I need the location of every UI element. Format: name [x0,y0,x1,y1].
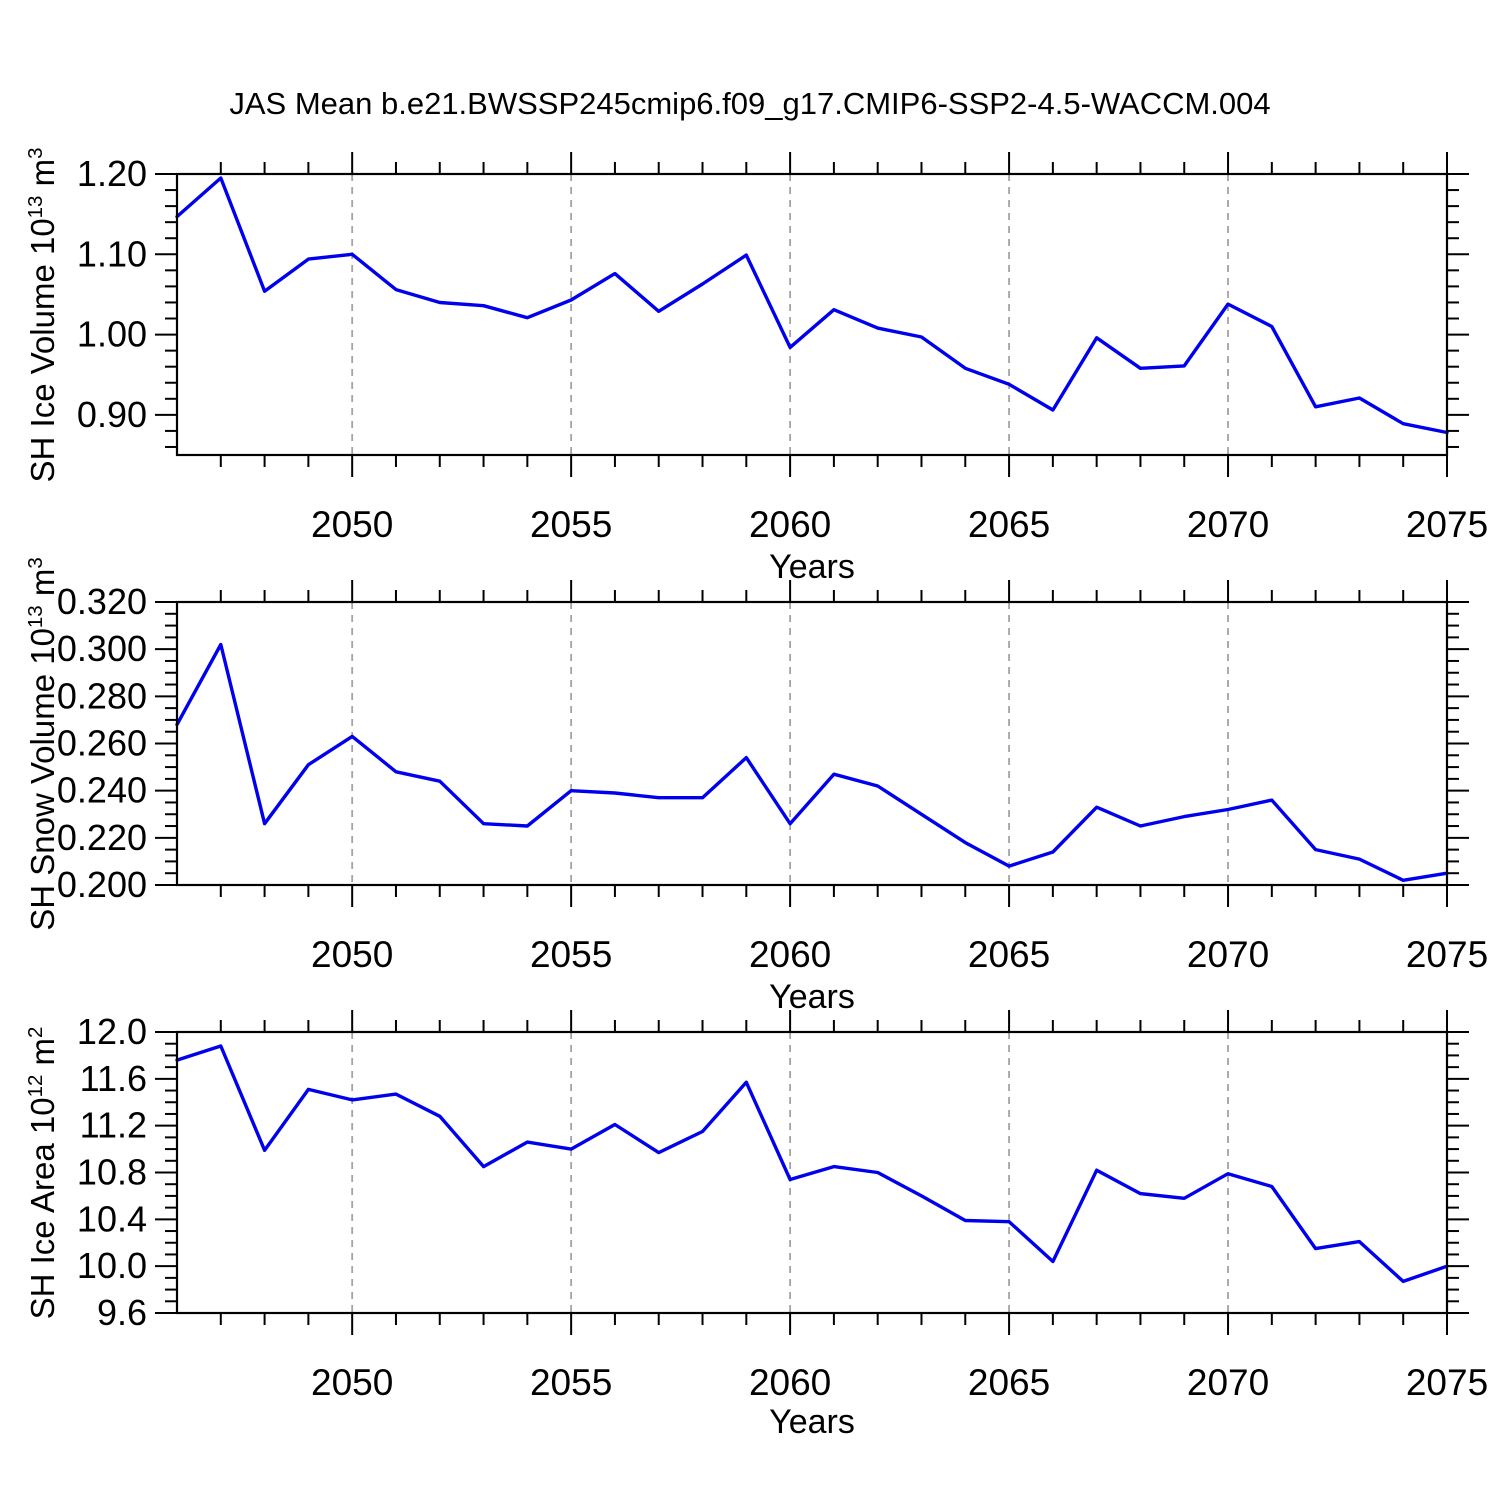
x-tick-label-2070: 2070 [1187,504,1269,545]
x-tick-label-2060: 2060 [749,1362,831,1403]
x-ticks [219,580,1448,907]
panel-sh-ice-volume: 1.20 1.10 1.00 0.90 2050 2055 2060 2065 2070 2075 [77,152,1488,545]
y-tick-label-0.240: 0.240 [57,770,147,811]
y-tick-label-10.8: 10.8 [77,1152,147,1193]
y-axis-title-exponent: 13 [24,195,47,219]
x-tick-label-2055: 2055 [530,934,612,975]
x-tick-label-2050: 2050 [311,504,393,545]
x-tick-label-2075: 2075 [1406,934,1488,975]
x-tick-label-2060: 2060 [749,934,831,975]
y-axis-title-exponent: 13 [24,605,47,629]
panel-sh-snow-volume: 0.320 0.300 0.280 0.260 0.240 0.220 0.200 2050 2… [57,580,1488,975]
y-axis-title-text: SH Snow Volume 10 [24,628,61,931]
chart-title: JAS Mean b.e21.BWSSP245cmip6.f09_g17.CMI… [229,86,1271,121]
y-ticks: 12.0 11.6 11.2 10.8 10.4 10.0 9.6 [77,1011,1469,1333]
x-axis-years-label: Years [769,978,855,1016]
x-axis-years-label: Years [769,1403,855,1441]
x-tick-label-2050: 2050 [311,934,393,975]
y-tick-label-0.260: 0.260 [57,723,147,764]
x-tick-label-2055: 2055 [530,504,612,545]
y-axis-title-ice-area: SH Ice Area 1012 m2 [15,933,61,1413]
x-tick-label-2065: 2065 [968,504,1050,545]
x-tick-label-2050: 2050 [311,1362,393,1403]
y-axis-title-unit-exponent: 3 [24,557,47,569]
x-tick-label-2065: 2065 [968,934,1050,975]
panel-box [175,172,1449,457]
y-axis-title-unit-exponent: 2 [24,1026,47,1038]
series-line-sh-ice-volume [175,176,1449,435]
y-tick-label-0.320: 0.320 [57,581,147,622]
y-tick-label-0.200: 0.200 [57,864,147,905]
y-tick-label-1.20: 1.20 [77,153,147,194]
y-axis-title-snow-volume: SH Snow Volume 1013 m3 [15,504,61,984]
y-tick-label-0.90: 0.90 [77,394,147,435]
y-tick-label-10.4: 10.4 [77,1198,147,1239]
y-tick-label-12.0: 12.0 [77,1011,147,1052]
y-tick-label-0.300: 0.300 [57,628,147,669]
y-tick-label-1.00: 1.00 [77,314,147,355]
y-tick-label-1.10: 1.10 [77,233,147,274]
series-line-sh-snow-volume [175,642,1449,882]
y-tick-label-11.6: 11.6 [80,1058,147,1099]
y-tick-label-0.280: 0.280 [57,675,147,716]
series-line-sh-ice-area [175,1044,1449,1284]
y-tick-label-10.0: 10.0 [77,1245,147,1286]
y-axis-title-unit: m [24,1038,61,1075]
x-tick-label-2060: 2060 [749,504,831,545]
x-axis-years-label: Years [769,548,855,586]
x-tick-label-2070: 2070 [1187,1362,1269,1403]
x-tick-label-2065: 2065 [968,1362,1050,1403]
y-tick-label-0.220: 0.220 [57,817,147,858]
y-ticks: 1.20 1.10 1.00 0.90 [77,153,1469,448]
x-tick-label-2055: 2055 [530,1362,612,1403]
y-tick-label-11.2: 11.2 [80,1105,147,1146]
y-ticks: 0.320 0.300 0.280 0.260 0.240 0.220 0.200 [57,581,1469,905]
x-tick-label-2075: 2075 [1406,1362,1488,1403]
y-axis-title-unit: m [24,158,61,196]
y-axis-title-text: SH Ice Volume 10 [24,218,61,483]
x-ticks [219,152,1448,477]
x-tick-label-2070: 2070 [1187,934,1269,975]
x-tick-label-2075: 2075 [1406,504,1488,545]
y-axis-title-ice-volume: SH Ice Volume 1013 m3 [15,75,61,555]
y-axis-title-unit-exponent: 3 [24,147,47,159]
y-axis-title-unit: m [24,568,61,606]
panel-box [175,600,1449,887]
y-tick-label-9.6: 9.6 [97,1292,147,1333]
panel-sh-ice-area: 12.0 11.6 11.2 10.8 10.4 10.0 9.6 2050 2055 2060 2… [77,1010,1488,1403]
y-axis-title-text: SH Ice Area 10 [24,1097,61,1320]
y-axis-title-exponent: 12 [24,1074,47,1098]
x-ticks [219,1010,1448,1335]
